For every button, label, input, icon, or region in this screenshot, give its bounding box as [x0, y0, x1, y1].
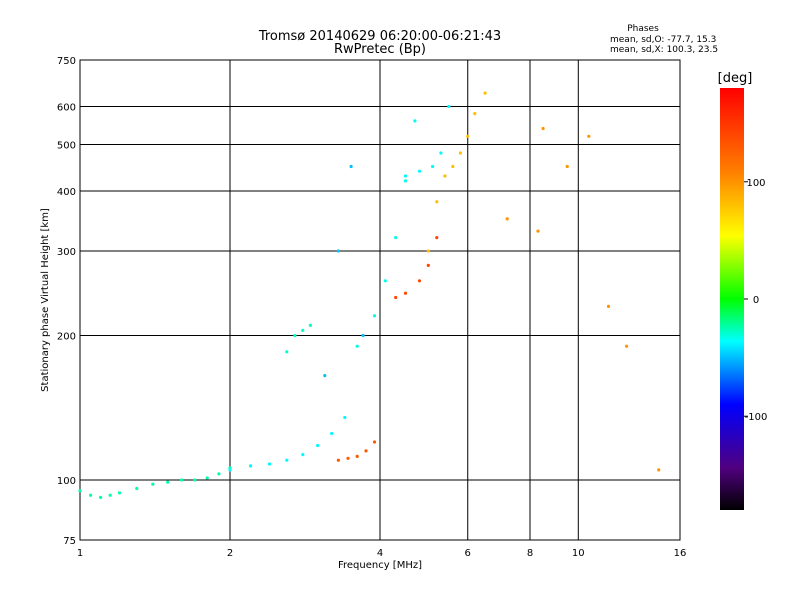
data-point — [193, 478, 197, 482]
data-point — [361, 333, 365, 338]
data-point — [505, 217, 509, 221]
data-point — [443, 174, 447, 178]
data-point — [394, 295, 398, 300]
data-point — [78, 489, 82, 493]
data-point — [383, 279, 387, 283]
data-point — [217, 472, 221, 476]
data-point — [458, 151, 462, 155]
data-point — [285, 458, 289, 462]
data-point — [466, 134, 470, 138]
data-point — [151, 482, 155, 486]
data-point — [426, 263, 430, 267]
data-point — [89, 493, 93, 497]
data-point — [316, 443, 320, 448]
data-point — [355, 454, 359, 458]
x-tick-label: 6 — [465, 548, 471, 559]
data-point — [372, 440, 377, 444]
data-point — [625, 344, 629, 348]
data-point — [606, 304, 611, 308]
colorbar-ticks: 100 0 -100 — [744, 178, 767, 423]
data-point — [426, 249, 430, 253]
data-point — [135, 486, 139, 491]
data-point — [587, 134, 591, 138]
x-tick-labels: 1 2 4 6 8 10 16 — [77, 548, 687, 559]
data-point — [447, 104, 451, 109]
data-point — [435, 200, 439, 204]
colorbar-tick-label: 0 — [753, 295, 759, 306]
y-tick-label: 100 — [57, 476, 76, 487]
stats-heading: Phases — [627, 24, 659, 34]
data-point — [483, 91, 487, 95]
data-point — [99, 495, 103, 499]
y-tick-label: 500 — [57, 141, 76, 152]
y-tick-label: 750 — [57, 56, 76, 67]
data-point — [364, 449, 368, 453]
colorbar-tick-label: -100 — [745, 412, 768, 423]
data-point — [108, 493, 112, 497]
data-point — [355, 344, 359, 348]
data-point — [372, 314, 377, 318]
y-tick-labels: 75 100 200 300 400 500 600 750 — [57, 56, 76, 547]
data-point — [228, 468, 232, 472]
data-point — [451, 164, 455, 169]
x-tick-label: 2 — [227, 548, 233, 559]
data-point — [180, 478, 184, 482]
data-point — [301, 453, 305, 457]
data-point — [343, 415, 347, 420]
stats-line-x: mean, sd,X: 100.3, 23.5 — [610, 45, 718, 55]
data-point — [205, 476, 209, 480]
colorbar-tick-label: 100 — [746, 178, 765, 189]
chart-title: Tromsø 20140629 06:20:00-06:21:43 — [258, 29, 501, 44]
colorbar — [720, 88, 744, 510]
data-point — [403, 291, 408, 295]
data-point — [541, 126, 545, 131]
data-point — [293, 333, 297, 338]
data-point — [323, 374, 327, 378]
data-point — [336, 458, 340, 462]
data-point — [565, 164, 569, 169]
data-point — [308, 323, 312, 327]
data-point — [394, 236, 398, 240]
x-tick-label: 1 — [77, 548, 83, 559]
x-tick-label: 8 — [527, 548, 533, 559]
y-tick-label: 400 — [57, 187, 76, 198]
y-tick-label: 200 — [57, 332, 76, 343]
data-point — [349, 164, 353, 169]
chart-subtitle: RwPretec (Bp) — [334, 42, 426, 57]
data-point — [403, 179, 408, 183]
data-point — [536, 229, 540, 233]
data-point — [413, 119, 417, 123]
data-point — [330, 431, 334, 436]
x-tick-label: 16 — [674, 548, 687, 559]
y-tick-label: 75 — [63, 536, 76, 547]
data-point — [473, 112, 477, 116]
stats-line-o: mean, sd,O: -77.7, 15.3 — [610, 35, 716, 45]
y-axis-label: Stationary phase Virtual Height [km] — [40, 208, 51, 392]
data-point — [403, 174, 408, 178]
data-points — [78, 91, 661, 499]
grid-lines — [79, 60, 681, 540]
data-point — [336, 249, 340, 253]
data-point — [346, 456, 350, 460]
data-point — [117, 491, 122, 495]
data-point — [166, 480, 170, 484]
x-tick-label: 10 — [572, 548, 585, 559]
data-point — [417, 279, 422, 283]
data-point — [249, 464, 253, 468]
data-point — [267, 462, 272, 466]
data-point — [439, 151, 443, 155]
colorbar-label: [deg] — [718, 71, 753, 86]
y-tick-label: 300 — [57, 247, 76, 258]
data-point — [417, 169, 422, 173]
data-point — [431, 164, 435, 169]
data-point — [301, 328, 305, 332]
data-point — [657, 468, 661, 472]
x-tick-label: 4 — [377, 548, 383, 559]
x-axis-label: Frequency [MHz] — [338, 560, 422, 571]
y-tick-label: 600 — [57, 103, 76, 114]
data-point — [435, 236, 439, 240]
data-point — [285, 350, 289, 354]
